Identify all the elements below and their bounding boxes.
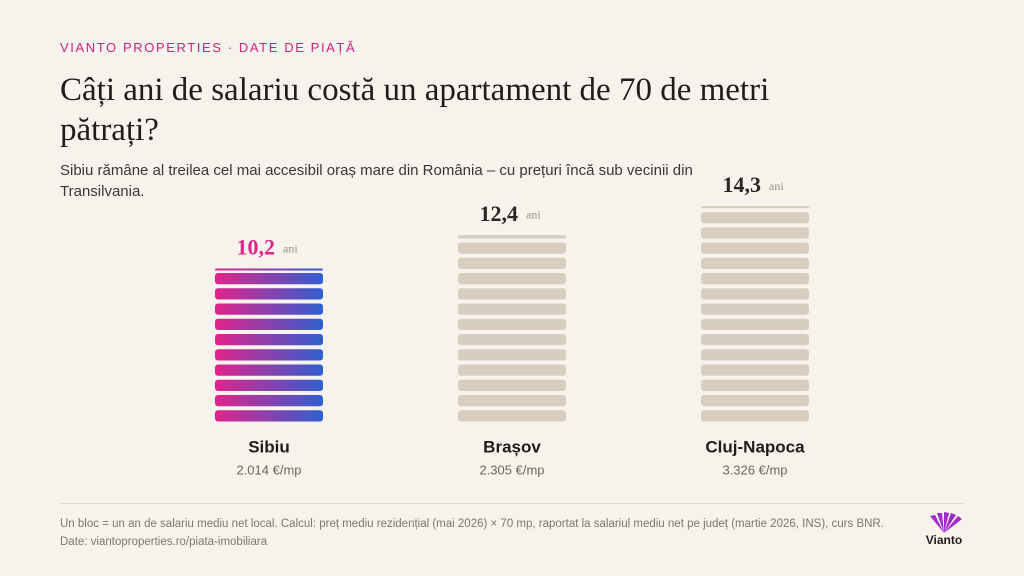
year-block [458, 273, 566, 285]
price-label: 3.326 €/mp [722, 462, 787, 477]
bar [458, 234, 566, 422]
logo-text: Vianto [926, 533, 962, 547]
year-block [458, 257, 566, 270]
chart-title: Câți ani de salariu costă un apartament … [60, 72, 770, 148]
year-block [701, 212, 809, 224]
year-block [458, 349, 566, 361]
year-block [458, 288, 566, 300]
value-unit: ani [769, 179, 784, 193]
year-block [215, 379, 323, 392]
year-block-partial [458, 234, 566, 239]
year-block-partial [701, 206, 809, 209]
year-block [701, 364, 809, 376]
logo: Vianto [926, 512, 962, 547]
bar [215, 268, 323, 422]
year-block [701, 349, 809, 361]
year-block [701, 242, 809, 254]
footnote: Un bloc = un an de salariu mediu net loc… [60, 518, 884, 548]
price-label: 2.014 €/mp [236, 462, 301, 477]
price-label: 2.305 €/mp [479, 462, 544, 477]
year-block [458, 364, 566, 376]
value-unit: ani [283, 241, 298, 255]
year-block [458, 303, 566, 315]
year-block [458, 410, 566, 422]
value-label: 10,2 [237, 235, 276, 260]
year-block [701, 227, 809, 239]
year-block [215, 273, 323, 285]
year-block [215, 334, 323, 346]
year-block [701, 288, 809, 300]
year-block [701, 334, 809, 346]
year-block [701, 395, 809, 407]
year-block [215, 318, 323, 331]
separator [60, 503, 965, 504]
year-block [215, 364, 323, 376]
year-block [701, 318, 809, 331]
value-label: 12,4 [480, 201, 519, 226]
value-label: 14,3 [723, 172, 762, 197]
value-unit: ani [526, 208, 541, 222]
year-block [458, 242, 566, 254]
year-block [215, 303, 323, 315]
year-block [458, 395, 566, 407]
year-block [458, 334, 566, 346]
year-block [701, 273, 809, 285]
year-block [701, 257, 809, 270]
year-block [215, 288, 323, 300]
category-label: Brașov [483, 437, 541, 456]
year-block [215, 349, 323, 361]
year-block [701, 303, 809, 315]
chart-subtitle: Sibiu rămâne al treilea cel mai accesibi… [60, 162, 693, 200]
category-label: Sibiu [248, 437, 290, 456]
brand: VIANTO PROPERTIES · DATE DE PIAȚĂ [60, 40, 357, 55]
category-label: Cluj-Napoca [705, 437, 805, 456]
year-block-partial [215, 268, 323, 271]
year-block [215, 395, 323, 407]
year-block [458, 379, 566, 392]
bar [701, 206, 809, 422]
year-block [458, 318, 566, 331]
year-block [701, 410, 809, 422]
year-block [701, 379, 809, 392]
year-block [215, 410, 323, 422]
